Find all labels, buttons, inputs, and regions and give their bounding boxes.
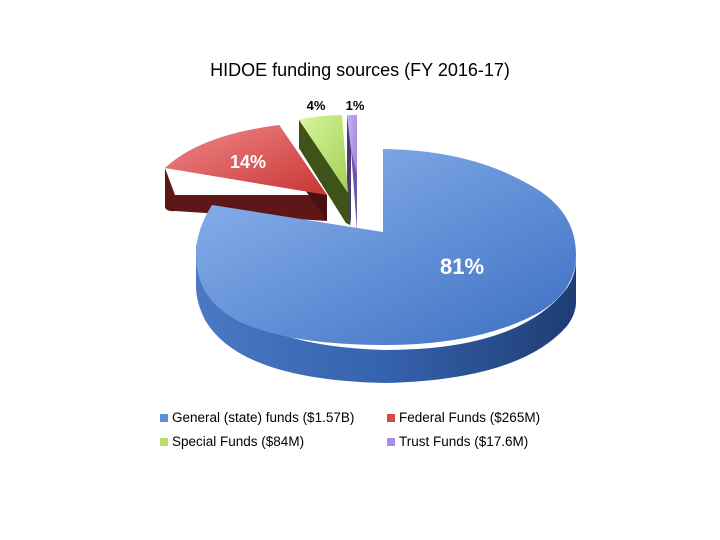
legend-label-federal: Federal Funds ($265M): [399, 410, 541, 425]
percent-label-trust: 1%: [346, 98, 365, 113]
pie-slice-trust-edge: [351, 149, 357, 230]
pie-slice-general-side: [196, 240, 576, 383]
legend-swatch-special: [160, 437, 168, 446]
pie-slice-federal-side: [165, 168, 327, 221]
legend-item-federal: Federal Funds ($265M): [387, 410, 540, 425]
legend-label-general: General (state) funds ($1.57B): [172, 410, 355, 425]
chart-title: HIDOE funding sources (FY 2016-17): [210, 60, 510, 80]
pie-slice-general-face: [196, 149, 576, 345]
pie-slice-federal-face: [165, 125, 327, 195]
pie-slice-special-face: [299, 115, 348, 193]
legend-swatch-general: [160, 413, 168, 422]
legend-item-trust: Trust Funds ($17.6M): [387, 434, 528, 449]
pie-slice-special-funds: [299, 115, 350, 225]
pie-slice-federal-funds: [165, 125, 327, 221]
legend-item-special: Special Funds ($84M): [160, 434, 304, 449]
pie-slice-special-side-2: [299, 120, 350, 225]
legend-label-trust: Trust Funds ($17.6M): [399, 434, 529, 449]
pie-slice-trust-face: [347, 115, 357, 230]
percent-label-general: 81%: [440, 254, 484, 279]
legend-label-special: Special Funds ($84M): [172, 434, 305, 449]
legend-item-general: General (state) funds ($1.57B): [160, 410, 354, 425]
pie-slice-general-funds: [196, 149, 576, 383]
legend-swatch-federal: [387, 413, 395, 422]
percent-label-special: 4%: [307, 98, 326, 113]
percent-label-federal: 14%: [230, 152, 266, 172]
legend-swatch-trust: [387, 437, 395, 446]
